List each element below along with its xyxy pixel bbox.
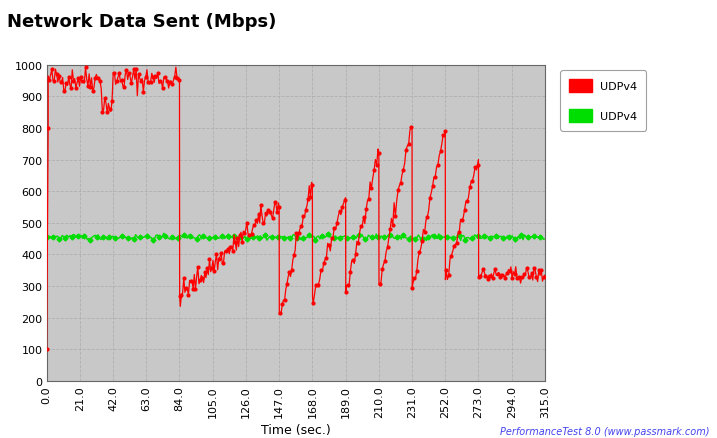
- Text: Network Data Sent (Mbps): Network Data Sent (Mbps): [7, 13, 277, 31]
- Legend: UDPv4, UDPv4: UDPv4, UDPv4: [561, 71, 647, 131]
- Text: PerformanceTest 8.0 (www.passmark.com): PerformanceTest 8.0 (www.passmark.com): [500, 426, 710, 436]
- X-axis label: Time (sec.): Time (sec.): [261, 423, 331, 436]
